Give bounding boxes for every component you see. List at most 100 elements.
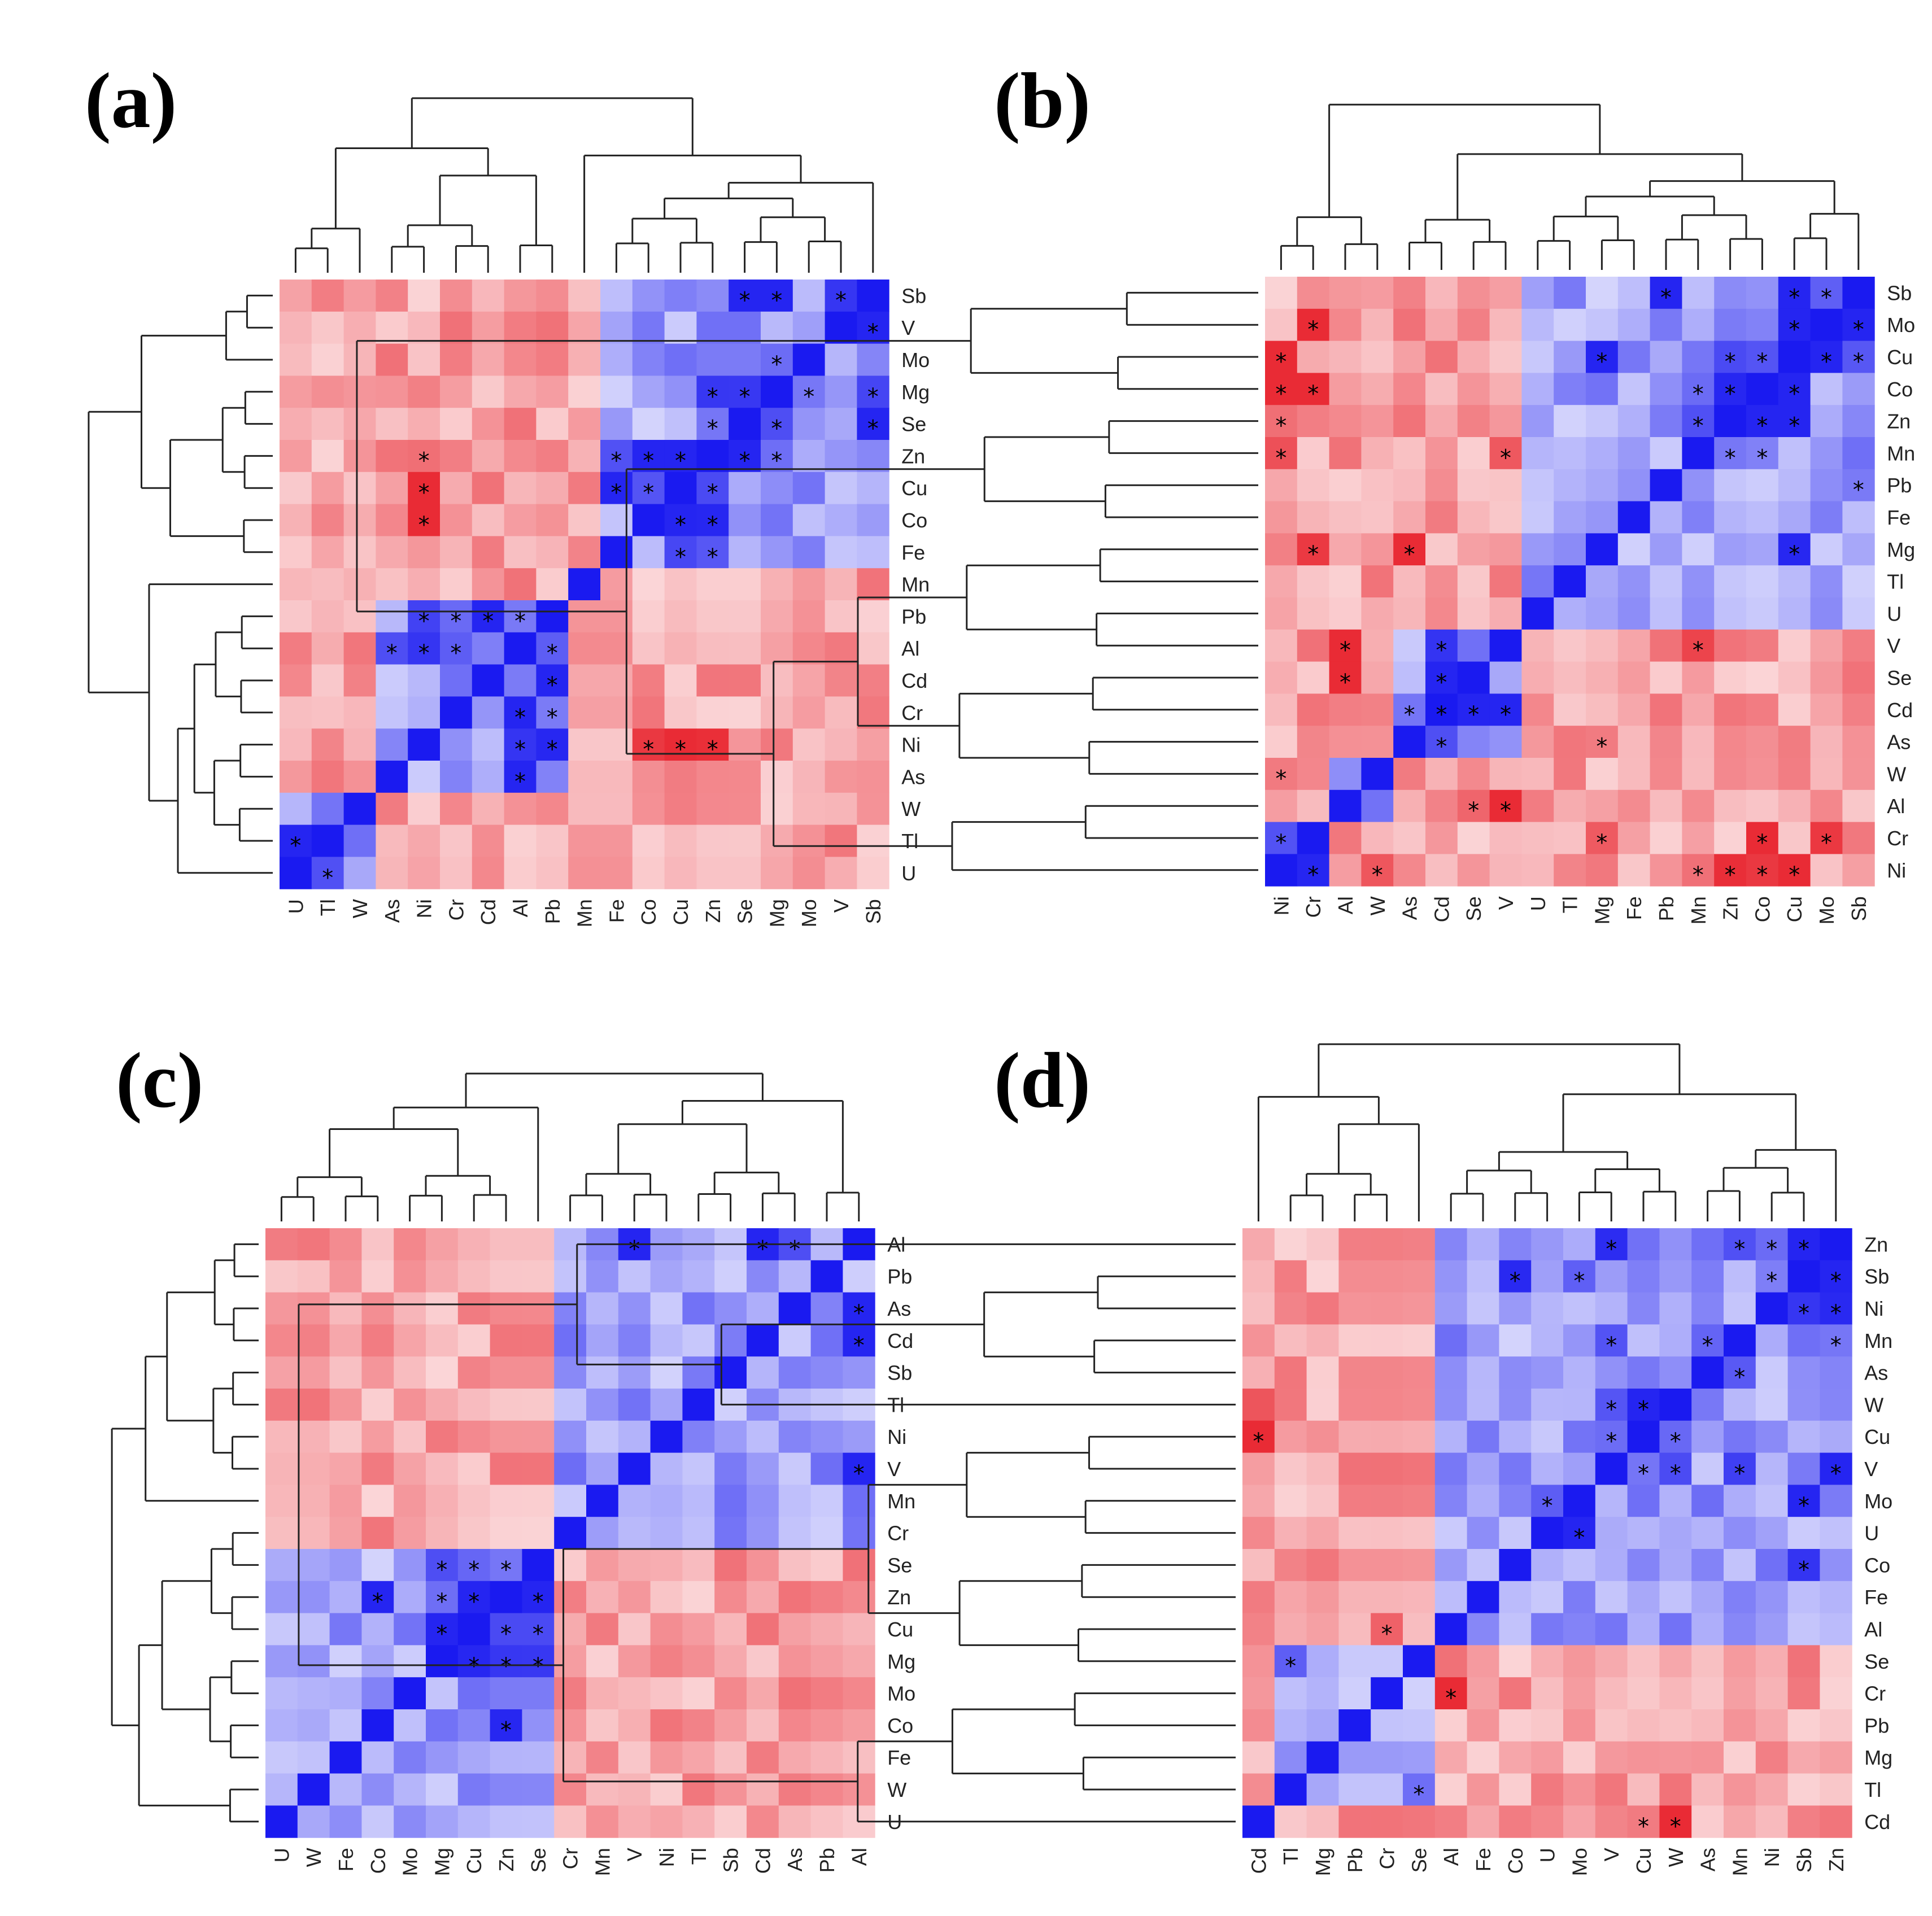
- heatmap-cell: [1306, 1485, 1339, 1517]
- heatmap-cell: [586, 1292, 619, 1325]
- heatmap-cell: [376, 536, 408, 569]
- heatmap-cell: [1467, 1356, 1499, 1389]
- heatmap-cell: [1425, 789, 1458, 823]
- heatmap-cell: [618, 1420, 651, 1454]
- heatmap-cell: [1755, 1645, 1789, 1678]
- heatmap-cell: [1371, 1420, 1403, 1454]
- heatmap-cell: [536, 311, 569, 344]
- column-label: As: [381, 899, 404, 923]
- heatmap-cell: [1274, 1420, 1307, 1454]
- heatmap-cell: [490, 1677, 522, 1710]
- heatmap-cell: [1297, 341, 1330, 373]
- significance-marker: *: [867, 384, 879, 410]
- heatmap-cell: [792, 600, 826, 633]
- heatmap-cell: [1650, 726, 1682, 758]
- heatmap-cell: [408, 696, 441, 729]
- row-label: V: [1864, 1457, 1878, 1481]
- significance-marker: *: [1766, 1236, 1777, 1262]
- heatmap-cell: [568, 280, 601, 312]
- heatmap-cell: [297, 1485, 330, 1517]
- heatmap-cell: [522, 1324, 555, 1357]
- heatmap-cell: [1361, 597, 1394, 630]
- heatmap-cell: [490, 1709, 522, 1742]
- heatmap-cell: [682, 1741, 715, 1774]
- heatmap-cell: [843, 1452, 875, 1485]
- heatmap-cell: [600, 728, 633, 761]
- heatmap-cell: [265, 1709, 298, 1742]
- heatmap-cell: [1306, 1389, 1339, 1421]
- heatmap-cell: [1842, 661, 1875, 694]
- heatmap-cell: [1425, 565, 1458, 598]
- heatmap-cell: [664, 472, 697, 505]
- heatmap-cell: [1563, 1773, 1596, 1806]
- column-label: Fe: [605, 899, 628, 923]
- heatmap-cell: [1659, 1292, 1692, 1325]
- heatmap-cell: [1329, 533, 1362, 566]
- row-label: Pb: [887, 1265, 912, 1288]
- significance-marker: *: [707, 384, 718, 410]
- row-label: Mo: [887, 1682, 915, 1705]
- heatmap-cell: [650, 1356, 683, 1389]
- heatmap-cell: [329, 1773, 362, 1806]
- heatmap-cell: [1627, 1741, 1660, 1774]
- heatmap-cell: [729, 761, 761, 793]
- heatmap-cell: [1467, 1420, 1499, 1454]
- heatmap-cell: [714, 1485, 747, 1517]
- row-label: As: [887, 1297, 911, 1320]
- heatmap-cell: [280, 568, 312, 601]
- heatmap-cell: [1338, 1260, 1371, 1293]
- heatmap-cell: [1810, 822, 1843, 854]
- heatmap-cell: [843, 1292, 875, 1325]
- heatmap-cell: [1714, 308, 1747, 342]
- row-label: Se: [887, 1553, 912, 1577]
- heatmap-cell: [311, 343, 344, 376]
- heatmap-cell: [1499, 1260, 1532, 1293]
- heatmap-cell: [1842, 726, 1875, 758]
- heatmap-cell: [265, 1452, 298, 1485]
- heatmap-cell: [825, 857, 857, 889]
- column-label: Ni: [1760, 1848, 1783, 1867]
- heatmap-cell: [1682, 469, 1715, 502]
- heatmap-cell: [1595, 1709, 1628, 1742]
- heatmap-cell: [825, 696, 857, 729]
- heatmap-cell: [457, 1485, 491, 1517]
- heatmap-cell: [1778, 693, 1811, 726]
- heatmap-cell: [1393, 405, 1426, 438]
- heatmap-cell: [408, 824, 441, 857]
- heatmap-cell: [747, 1517, 779, 1550]
- heatmap-cell: [618, 1581, 651, 1614]
- heatmap-cell: [1297, 469, 1330, 502]
- heatmap-cell: [650, 1581, 683, 1614]
- heatmap-cell: [297, 1517, 330, 1550]
- heatmap-cell: [810, 1677, 843, 1710]
- heatmap-cell: [1434, 1356, 1468, 1389]
- heatmap-cell: [1714, 726, 1747, 758]
- heatmap-cell: [1242, 1613, 1275, 1646]
- heatmap-cell: [1274, 1613, 1307, 1646]
- heatmap-cell: [1595, 1517, 1628, 1550]
- row-label: Zn: [901, 444, 925, 468]
- heatmap-cell: [747, 1805, 779, 1838]
- row-label: U: [1864, 1522, 1879, 1545]
- heatmap-cell: [778, 1581, 812, 1614]
- heatmap-cell: [747, 1549, 779, 1582]
- heatmap-cell: [1755, 1773, 1789, 1806]
- heatmap-cell: [632, 857, 665, 889]
- heatmap-cell: [440, 408, 473, 440]
- heatmap-cell: [265, 1677, 298, 1710]
- heatmap-cell: [1371, 1709, 1403, 1742]
- heatmap-cell: [343, 440, 376, 473]
- heatmap-cell: [747, 1645, 779, 1678]
- heatmap-cell: [843, 1773, 875, 1806]
- heatmap-cell: [664, 536, 697, 569]
- heatmap-cell: [1521, 854, 1554, 887]
- heatmap-cell: [522, 1292, 555, 1325]
- heatmap-cell: [1724, 1389, 1756, 1421]
- heatmap-cell: [857, 728, 889, 761]
- heatmap-cell: [329, 1452, 362, 1485]
- column-label: Al: [848, 1848, 871, 1866]
- heatmap-cell: [1531, 1709, 1564, 1742]
- row-label: Sb: [1864, 1265, 1889, 1288]
- heatmap-cell: [1842, 469, 1875, 502]
- heatmap-cell: [1242, 1292, 1275, 1325]
